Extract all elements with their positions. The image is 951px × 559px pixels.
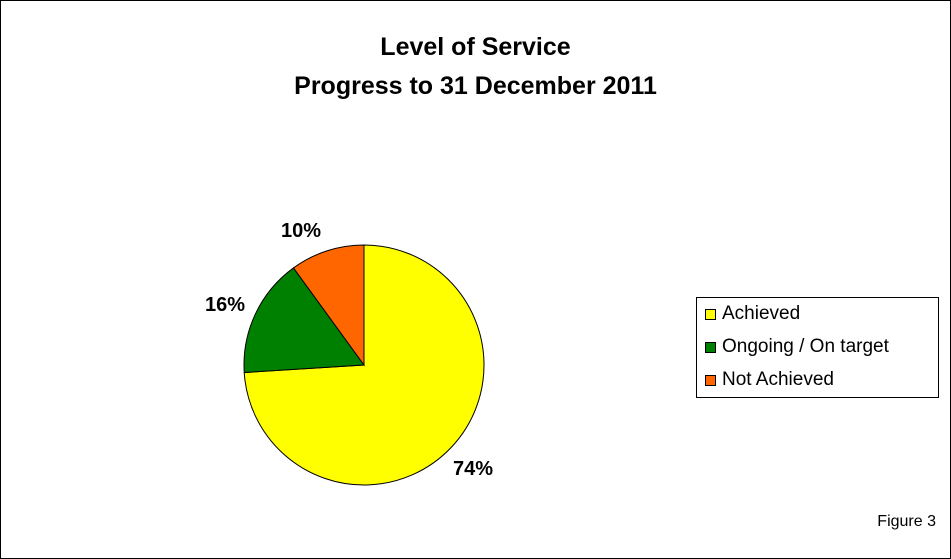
chart-subtitle: Progress to 31 December 2011 — [294, 72, 657, 100]
legend-item-not-achieved: Not Achieved — [705, 368, 834, 392]
data-label-not-achieved: 10% — [281, 220, 321, 242]
legend-item-ongoing: Ongoing / On target — [705, 335, 889, 359]
figure-label: Figure 3 — [877, 513, 936, 530]
legend: Achieved Ongoing / On target Not Achieve… — [696, 297, 939, 398]
data-label-ongoing-on-target: 16% — [205, 294, 245, 316]
legend-swatch-not-achieved — [705, 374, 716, 386]
legend-swatch-achieved — [705, 308, 716, 320]
legend-label-not-achieved: Not Achieved — [722, 369, 834, 390]
data-label-achieved: 74% — [453, 458, 493, 480]
chart-title: Level of Service — [380, 33, 571, 61]
legend-item-achieved: Achieved — [705, 302, 800, 326]
pie-slice-ongoing-on-target — [243, 267, 365, 374]
legend-label-achieved: Achieved — [722, 303, 801, 324]
legend-swatch-ongoing — [705, 341, 716, 353]
legend-label-ongoing: Ongoing / On target — [722, 336, 889, 357]
pie-slice-not-achieved — [292, 244, 365, 367]
